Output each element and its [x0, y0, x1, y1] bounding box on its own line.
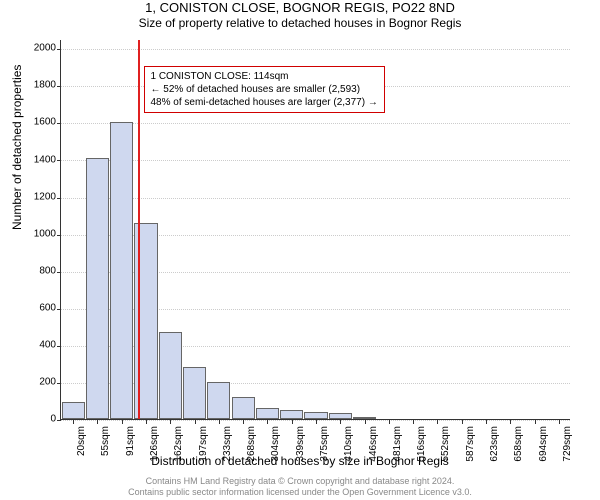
y-tick-label: 200 — [16, 376, 56, 387]
x-tick-mark — [97, 420, 98, 424]
histogram-bar — [159, 332, 182, 419]
y-tick-label: 1800 — [16, 80, 56, 91]
annotation-line: ← 52% of detached houses are smaller (2,… — [151, 83, 378, 96]
histogram-bar — [256, 408, 279, 419]
y-tick-label: 600 — [16, 302, 56, 313]
x-tick-mark — [243, 420, 244, 424]
x-tick-mark — [292, 420, 293, 424]
annotation-line: 1 CONISTON CLOSE: 114sqm — [151, 70, 378, 83]
x-tick-mark — [559, 420, 560, 424]
x-tick-mark — [195, 420, 196, 424]
x-tick-mark — [73, 420, 74, 424]
x-tick-mark — [365, 420, 366, 424]
footer-line-1: Contains HM Land Registry data © Crown c… — [0, 476, 600, 487]
footer-line-2: Contains public sector information licen… — [0, 487, 600, 498]
y-tick-mark — [57, 383, 61, 384]
annotation-line: 48% of semi-detached houses are larger (… — [151, 96, 378, 109]
x-tick-mark — [535, 420, 536, 424]
y-tick-label: 2000 — [16, 43, 56, 54]
plot-area: 020040060080010001200140016001800200020s… — [60, 40, 570, 420]
y-tick-label: 0 — [16, 414, 56, 425]
x-tick-mark — [122, 420, 123, 424]
x-tick-mark — [219, 420, 220, 424]
x-tick-mark — [170, 420, 171, 424]
x-axis-label: Distribution of detached houses by size … — [0, 454, 600, 468]
x-tick-label: 55sqm — [100, 426, 111, 456]
histogram-bar — [86, 158, 109, 419]
y-tick-mark — [57, 160, 61, 161]
histogram-bar — [280, 410, 303, 419]
x-tick-mark — [437, 420, 438, 424]
y-tick-mark — [57, 420, 61, 421]
y-tick-mark — [57, 346, 61, 347]
histogram-bar — [329, 413, 352, 419]
x-tick-mark — [146, 420, 147, 424]
annotation-box: 1 CONISTON CLOSE: 114sqm← 52% of detache… — [144, 66, 385, 113]
y-tick-mark — [57, 49, 61, 50]
x-tick-mark — [340, 420, 341, 424]
chart-subtitle: Size of property relative to detached ho… — [0, 16, 600, 30]
histogram-bar — [353, 417, 376, 419]
y-tick-label: 1000 — [16, 228, 56, 239]
histogram-bar — [232, 397, 255, 419]
y-tick-mark — [57, 198, 61, 199]
histogram-bar — [110, 122, 133, 419]
y-tick-label: 1200 — [16, 191, 56, 202]
y-tick-mark — [57, 86, 61, 87]
x-tick-mark — [267, 420, 268, 424]
property-marker-line — [138, 40, 140, 419]
histogram-bar — [183, 367, 206, 419]
x-tick-mark — [316, 420, 317, 424]
y-tick-label: 800 — [16, 265, 56, 276]
x-tick-mark — [389, 420, 390, 424]
chart-title: 1, CONISTON CLOSE, BOGNOR REGIS, PO22 8N… — [0, 0, 600, 15]
x-tick-label: 91sqm — [125, 426, 136, 456]
footer-attribution: Contains HM Land Registry data © Crown c… — [0, 476, 600, 499]
x-tick-mark — [510, 420, 511, 424]
x-tick-label: 20sqm — [76, 426, 87, 456]
x-tick-mark — [413, 420, 414, 424]
histogram-bar — [304, 412, 327, 419]
y-tick-mark — [57, 235, 61, 236]
x-tick-mark — [486, 420, 487, 424]
y-tick-label: 1400 — [16, 154, 56, 165]
histogram-bar — [207, 382, 230, 419]
y-tick-label: 400 — [16, 339, 56, 350]
chart-area: 020040060080010001200140016001800200020s… — [60, 40, 570, 420]
y-tick-mark — [57, 309, 61, 310]
histogram-bar — [62, 402, 85, 419]
y-tick-mark — [57, 272, 61, 273]
x-tick-mark — [462, 420, 463, 424]
y-tick-label: 1600 — [16, 117, 56, 128]
y-tick-mark — [57, 123, 61, 124]
